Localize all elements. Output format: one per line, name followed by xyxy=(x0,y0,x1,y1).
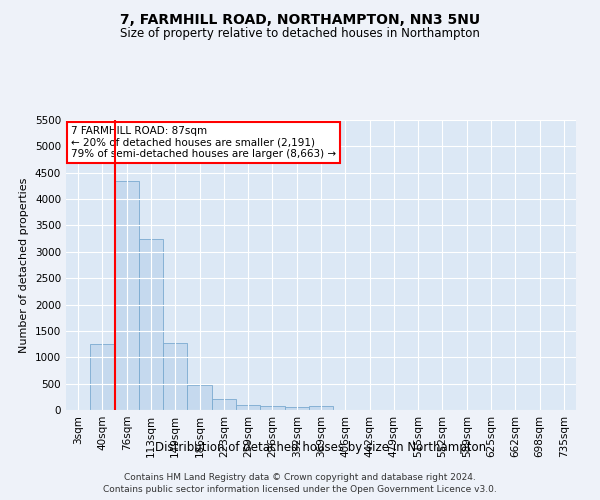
Bar xyxy=(284,408,309,410)
Text: 7, FARMHILL ROAD, NORTHAMPTON, NN3 5NU: 7, FARMHILL ROAD, NORTHAMPTON, NN3 5NU xyxy=(120,12,480,26)
Bar xyxy=(139,238,163,410)
Bar xyxy=(115,180,139,410)
Text: Contains public sector information licensed under the Open Government Licence v3: Contains public sector information licen… xyxy=(103,484,497,494)
Text: Contains HM Land Registry data © Crown copyright and database right 2024.: Contains HM Land Registry data © Crown c… xyxy=(124,473,476,482)
Bar xyxy=(309,406,333,410)
Bar xyxy=(90,344,115,410)
Bar xyxy=(163,342,187,410)
Bar xyxy=(236,404,260,410)
Bar xyxy=(260,406,284,410)
Text: 7 FARMHILL ROAD: 87sqm
← 20% of detached houses are smaller (2,191)
79% of semi-: 7 FARMHILL ROAD: 87sqm ← 20% of detached… xyxy=(71,126,336,159)
Bar xyxy=(212,400,236,410)
Bar xyxy=(187,384,212,410)
Text: Distribution of detached houses by size in Northampton: Distribution of detached houses by size … xyxy=(155,441,487,454)
Y-axis label: Number of detached properties: Number of detached properties xyxy=(19,178,29,352)
Text: Size of property relative to detached houses in Northampton: Size of property relative to detached ho… xyxy=(120,28,480,40)
